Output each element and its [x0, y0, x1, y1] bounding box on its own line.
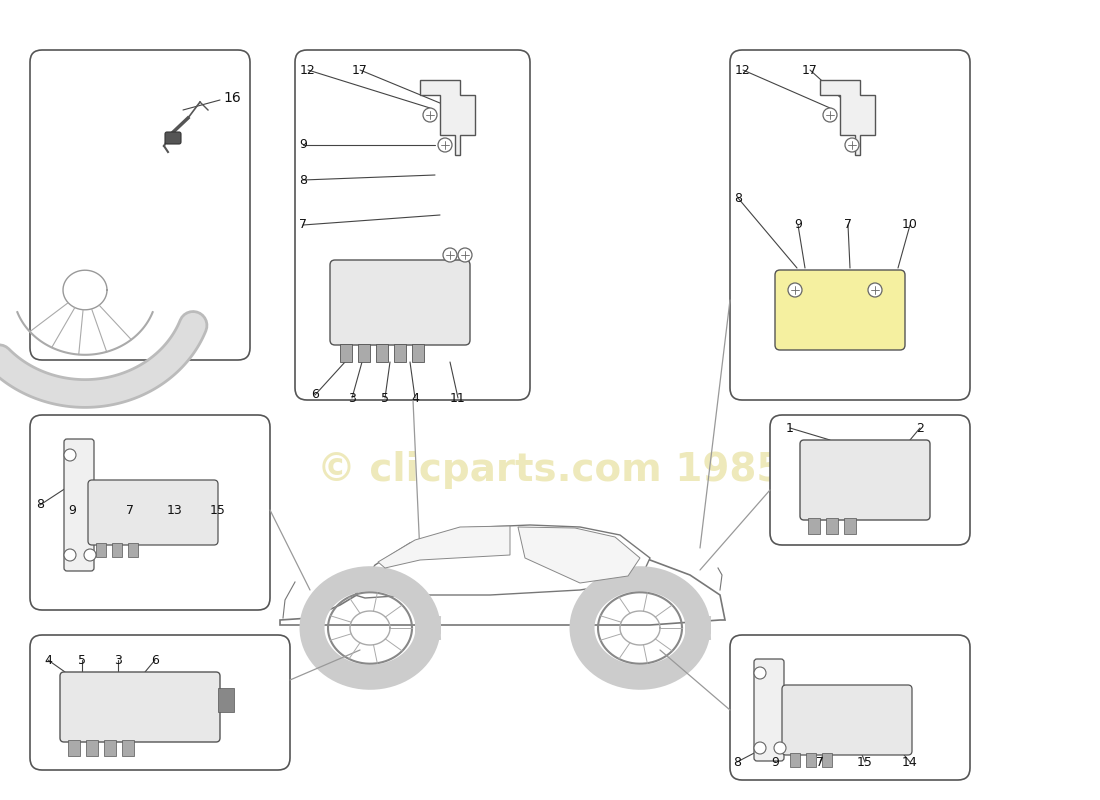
Text: 12: 12 [300, 63, 316, 77]
Text: 1: 1 [786, 422, 794, 434]
Text: 9: 9 [68, 503, 76, 517]
FancyBboxPatch shape [112, 543, 122, 557]
FancyBboxPatch shape [754, 659, 784, 761]
Text: 8: 8 [36, 498, 44, 511]
Text: 7: 7 [816, 755, 824, 769]
Text: © clicparts.com 1985: © clicparts.com 1985 [317, 451, 783, 489]
Text: 11: 11 [450, 391, 466, 405]
Text: 7: 7 [299, 218, 307, 231]
Circle shape [438, 138, 452, 152]
Text: 12: 12 [735, 63, 751, 77]
FancyBboxPatch shape [86, 740, 98, 756]
FancyBboxPatch shape [295, 50, 530, 400]
FancyBboxPatch shape [340, 344, 352, 362]
FancyBboxPatch shape [770, 415, 970, 545]
Circle shape [788, 283, 802, 297]
Circle shape [84, 549, 96, 561]
Circle shape [754, 667, 766, 679]
Text: 8: 8 [733, 755, 741, 769]
Text: 2: 2 [916, 422, 924, 434]
Text: 7: 7 [126, 503, 134, 517]
Text: 9: 9 [299, 138, 307, 151]
FancyBboxPatch shape [30, 50, 250, 360]
Circle shape [845, 138, 859, 152]
Circle shape [458, 248, 472, 262]
Text: 4: 4 [411, 391, 419, 405]
Circle shape [64, 549, 76, 561]
FancyBboxPatch shape [730, 635, 970, 780]
FancyBboxPatch shape [844, 518, 856, 534]
FancyBboxPatch shape [128, 543, 138, 557]
Text: 9: 9 [771, 755, 779, 769]
Text: 8: 8 [299, 174, 307, 186]
FancyBboxPatch shape [376, 344, 388, 362]
Text: 6: 6 [311, 389, 319, 402]
FancyBboxPatch shape [60, 672, 220, 742]
Text: 6: 6 [151, 654, 158, 666]
Text: 8: 8 [734, 191, 742, 205]
Polygon shape [280, 548, 725, 625]
FancyBboxPatch shape [358, 344, 370, 362]
Text: 17: 17 [802, 63, 818, 77]
FancyBboxPatch shape [806, 753, 816, 767]
FancyBboxPatch shape [64, 439, 94, 571]
FancyBboxPatch shape [30, 415, 270, 610]
FancyBboxPatch shape [165, 132, 182, 144]
Circle shape [424, 108, 437, 122]
Text: 5: 5 [381, 391, 389, 405]
Text: 5: 5 [78, 654, 86, 666]
FancyBboxPatch shape [30, 635, 290, 770]
Text: 3: 3 [114, 654, 122, 666]
Polygon shape [420, 80, 475, 155]
FancyBboxPatch shape [96, 543, 106, 557]
FancyBboxPatch shape [790, 753, 800, 767]
Text: 7: 7 [844, 218, 852, 231]
Text: 14: 14 [902, 755, 917, 769]
FancyBboxPatch shape [330, 260, 470, 345]
FancyBboxPatch shape [800, 440, 929, 520]
Text: 15: 15 [210, 503, 225, 517]
FancyBboxPatch shape [68, 740, 80, 756]
Text: 15: 15 [857, 755, 873, 769]
FancyBboxPatch shape [394, 344, 406, 362]
Circle shape [823, 108, 837, 122]
Text: a passion for parts: a passion for parts [408, 595, 692, 625]
Polygon shape [355, 525, 650, 598]
Text: 10: 10 [902, 218, 917, 231]
Circle shape [443, 248, 456, 262]
Circle shape [754, 742, 766, 754]
Text: 4: 4 [44, 654, 52, 666]
Text: 9: 9 [794, 218, 802, 231]
FancyBboxPatch shape [782, 685, 912, 755]
Circle shape [64, 449, 76, 461]
FancyBboxPatch shape [88, 480, 218, 545]
FancyBboxPatch shape [826, 518, 838, 534]
FancyBboxPatch shape [412, 344, 424, 362]
Text: 16: 16 [223, 91, 241, 105]
FancyBboxPatch shape [730, 50, 970, 400]
FancyBboxPatch shape [822, 753, 832, 767]
Polygon shape [518, 527, 640, 583]
Circle shape [774, 742, 786, 754]
Text: 3: 3 [348, 391, 356, 405]
FancyBboxPatch shape [122, 740, 134, 756]
Text: 13: 13 [167, 503, 183, 517]
Polygon shape [378, 526, 510, 568]
Polygon shape [820, 80, 874, 155]
FancyBboxPatch shape [808, 518, 820, 534]
Circle shape [868, 283, 882, 297]
Text: 17: 17 [352, 63, 367, 77]
FancyBboxPatch shape [218, 688, 234, 712]
FancyBboxPatch shape [776, 270, 905, 350]
FancyBboxPatch shape [104, 740, 116, 756]
